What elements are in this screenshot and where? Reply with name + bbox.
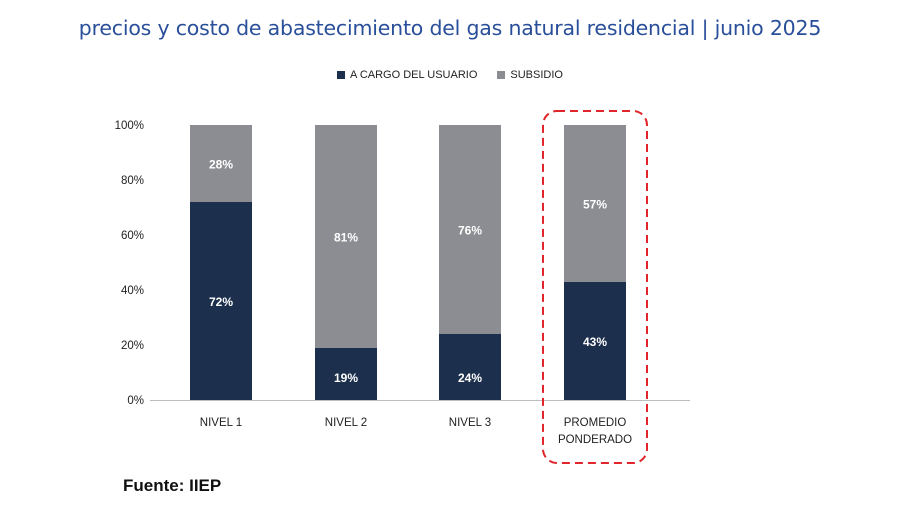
x-tick-label: NIVEL 1	[200, 417, 242, 429]
bar-segment	[315, 125, 377, 348]
legend-label: A CARGO DEL USUARIO	[350, 69, 478, 81]
y-tick-label: 20%	[121, 340, 144, 352]
bar-segment	[190, 202, 252, 400]
y-tick-label: 80%	[121, 175, 144, 187]
data-label: 57%	[583, 197, 607, 211]
data-label: 76%	[458, 224, 482, 238]
y-tick-label: 60%	[121, 230, 144, 242]
legend-item-0: A CARGO DEL USUARIO	[337, 69, 477, 81]
bar-segment	[439, 125, 501, 334]
highlight-box	[542, 110, 648, 464]
legend-label: SUBSIDIO	[510, 69, 563, 81]
data-label: 19%	[334, 371, 358, 385]
x-tick-label: NIVEL 2	[325, 417, 367, 429]
bar-segment	[564, 125, 626, 282]
data-label: 81%	[334, 230, 358, 244]
data-label: 72%	[209, 295, 233, 309]
legend-swatch	[497, 71, 506, 79]
bar-segment	[190, 125, 252, 202]
legend-swatch	[337, 71, 346, 79]
bar-segment	[564, 281, 626, 400]
bar-segment	[315, 347, 377, 400]
x-tick-label: PROMEDIO PONDERADO	[558, 417, 632, 446]
source-note: Fuente: IIEP	[123, 476, 222, 495]
chart-title: precios y costo de abastecimiento del ga…	[78, 16, 822, 40]
y-tick-label: 40%	[121, 285, 144, 297]
bar-segment	[439, 334, 501, 400]
data-label: 24%	[458, 371, 482, 385]
y-tick-label: 100%	[115, 120, 144, 132]
legend-item-1: SUBSIDIO	[497, 69, 563, 81]
chart-legend: A CARGO DEL USUARIO SUBSIDIO	[0, 69, 900, 81]
data-label: 28%	[209, 158, 233, 172]
data-label: 43%	[583, 335, 607, 349]
y-tick-label: 0%	[127, 395, 144, 407]
x-tick-label: NIVEL 3	[449, 417, 491, 429]
